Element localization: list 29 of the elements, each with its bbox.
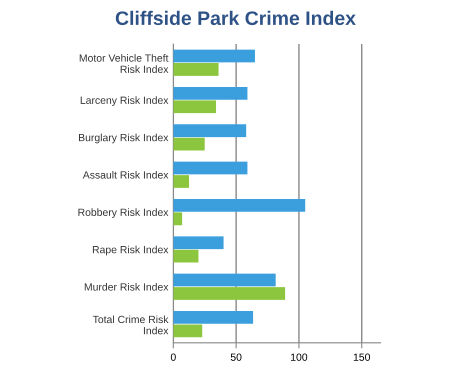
bar (173, 175, 190, 188)
y-tick-label: Total Crime Risk Index (92, 315, 168, 334)
y-tick-label: Rape Risk Index (92, 246, 168, 256)
bar (173, 287, 286, 300)
y-tick-label: Murder Risk Index (84, 282, 168, 291)
bar (173, 236, 224, 250)
bar (173, 86, 248, 100)
bar (173, 100, 216, 114)
bar (173, 162, 248, 174)
bar (173, 124, 246, 138)
y-tick-label: Burglary Risk Index (79, 134, 168, 144)
y-tick-label: Motor Vehicle Theft Risk Index (80, 54, 168, 73)
bar (173, 50, 255, 62)
bar (173, 250, 198, 263)
x-tick-label: 100 (291, 353, 308, 361)
bar (173, 311, 254, 324)
x-tick-label: 50 (230, 353, 242, 361)
bar (173, 198, 306, 212)
x-tick-label: 0 (170, 353, 176, 361)
bar (173, 212, 182, 226)
y-tick-label: Larceny Risk Index (80, 96, 168, 106)
bar (173, 138, 205, 151)
chart-title: Cliffside Park Crime Index (116, 10, 356, 26)
x-tick-label: 150 (354, 353, 370, 361)
bar (173, 274, 276, 286)
y-tick-label: Robbery Risk Index (78, 208, 168, 218)
bar (173, 324, 202, 338)
bar (173, 63, 219, 76)
y-tick-label: Assault Risk Index (82, 170, 168, 179)
